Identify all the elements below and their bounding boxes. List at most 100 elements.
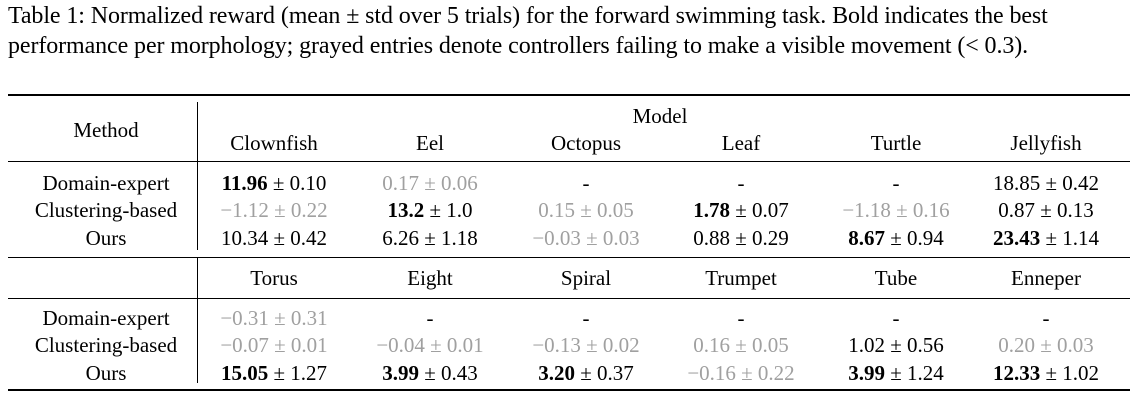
method-column-divider [197, 258, 198, 383]
table-cell-value: 13.2 ± 1.0 [387, 197, 472, 223]
table-cell-empty: - [892, 171, 900, 195]
cell-mean: 3.99 [848, 361, 885, 385]
cell-std: ± 1.02 [1040, 361, 1100, 385]
cell-std: ± 0.43 [418, 361, 478, 385]
table-caption: Table 1: Normalized reward (mean ± std o… [8, 3, 1048, 59]
method-label: Domain-expert [42, 171, 170, 195]
cell-std: ± 0.01 [268, 333, 328, 357]
table-cell-value: 6.26 ± 1.18 [382, 225, 478, 251]
cell-mean: 0.88 [693, 226, 730, 250]
cell-std: ± 1.14 [1040, 226, 1100, 250]
table-cell-value: 3.99 ± 0.43 [382, 360, 478, 386]
table-cell-value: −1.12 ± 0.22 [220, 197, 327, 223]
column-header-trumpet: Trumpet [705, 266, 777, 290]
cell-std: ± 0.06 [418, 171, 478, 195]
cell-std: ± 1.27 [268, 361, 328, 385]
cell-std: ± 0.42 [268, 226, 328, 250]
cell-std: ± 1.0 [424, 198, 473, 222]
cell-mean: −0.04 [376, 333, 425, 357]
cell-mean: 11.96 [221, 171, 268, 195]
method-label: Clustering-based [34, 198, 178, 222]
method-label: Clustering-based [34, 333, 178, 357]
cell-std: ± 0.10 [267, 171, 327, 195]
table-cell-value: 18.85 ± 0.42 [993, 170, 1099, 196]
table-cell-empty: - [582, 171, 590, 195]
table-cell-value: −0.04 ± 0.01 [376, 332, 483, 358]
cell-std: ± 0.94 [884, 226, 944, 250]
table-cell-value: 0.15 ± 0.05 [538, 197, 634, 223]
table-cell-value: 10.34 ± 0.42 [221, 225, 327, 251]
cell-std: ± 0.56 [884, 333, 944, 357]
cell-mean: −1.12 [220, 198, 269, 222]
cell-mean: −1.18 [842, 198, 891, 222]
column-header-leaf: Leaf [721, 131, 761, 155]
cell-std: ± 0.05 [574, 198, 634, 222]
column-header-enneper: Enneper [1011, 266, 1081, 290]
table-cell-empty: - [1042, 306, 1050, 330]
table-cell-value: 0.16 ± 0.05 [693, 332, 789, 358]
table-cell-value: 12.33 ± 1.02 [993, 360, 1099, 386]
table-cell-empty: - [892, 306, 900, 330]
model-header: Model [632, 104, 688, 128]
table-cell-value: 1.02 ± 0.56 [848, 332, 944, 358]
column-header-octopus: Octopus [551, 131, 621, 155]
table-rule [8, 161, 1130, 162]
cell-std: ± 0.37 [574, 361, 634, 385]
table-cell-value: 8.67 ± 0.94 [848, 225, 944, 251]
method-column-divider [197, 102, 198, 162]
table-rule [8, 257, 1130, 258]
method-label: Domain-expert [42, 306, 170, 330]
column-header-turtle: Turtle [870, 131, 922, 155]
method-label: Ours [85, 361, 127, 385]
table-cell-empty: - [426, 306, 434, 330]
cell-std: ± 0.03 [580, 226, 640, 250]
cell-mean: −0.13 [532, 333, 581, 357]
cell-mean: 1.78 [693, 198, 730, 222]
cell-mean: 0.87 [998, 198, 1035, 222]
cell-mean: 6.26 [382, 226, 419, 250]
column-header-eight: Eight [407, 266, 453, 290]
table-cell-value: 0.88 ± 0.29 [693, 225, 789, 251]
column-header-spiral: Spiral [560, 266, 612, 290]
table-cell-value: −0.31 ± 0.31 [220, 305, 327, 331]
table-rule [8, 298, 1130, 299]
table-rule [8, 94, 1130, 96]
cell-mean: −0.16 [687, 361, 736, 385]
cell-std: ± 0.07 [729, 198, 789, 222]
cell-std: ± 0.22 [268, 198, 328, 222]
table-cell-value: −0.07 ± 0.01 [220, 332, 327, 358]
table-cell-value: −0.13 ± 0.02 [532, 332, 639, 358]
cell-mean: 0.17 [382, 171, 419, 195]
cell-std: ± 0.42 [1040, 171, 1100, 195]
cell-mean: 1.02 [848, 333, 885, 357]
cell-std: ± 0.02 [580, 333, 640, 357]
cell-mean: −0.31 [220, 306, 269, 330]
cell-std: ± 0.01 [424, 333, 484, 357]
column-header-clownfish: Clownfish [230, 131, 318, 155]
method-column-divider [197, 162, 198, 250]
table-cell-value: 0.20 ± 0.03 [998, 332, 1094, 358]
table-cell-empty: - [737, 171, 745, 195]
cell-std: ± 1.18 [418, 226, 478, 250]
cell-mean: 3.99 [382, 361, 419, 385]
table-cell-value: 15.05 ± 1.27 [221, 360, 327, 386]
table-cell-empty: - [737, 306, 745, 330]
table-cell-value: −0.16 ± 0.22 [687, 360, 794, 386]
table-cell-value: 3.20 ± 0.37 [538, 360, 634, 386]
cell-std: ± 0.05 [729, 333, 789, 357]
cell-std: ± 0.29 [729, 226, 789, 250]
table-rule [8, 389, 1130, 391]
cell-mean: 12.33 [992, 361, 1041, 385]
method-label: Ours [85, 226, 127, 250]
cell-mean: −0.07 [220, 333, 269, 357]
column-header-eel: Eel [416, 131, 444, 155]
column-header-tube: Tube [874, 266, 918, 290]
cell-mean: 3.20 [538, 361, 575, 385]
cell-mean: 8.67 [848, 226, 885, 250]
table-cell-value: 1.78 ± 0.07 [693, 197, 789, 223]
cell-mean: 10.34 [220, 226, 269, 250]
cell-std: ± 0.31 [268, 306, 328, 330]
table-cell-value: −1.18 ± 0.16 [842, 197, 949, 223]
cell-std: ± 0.22 [735, 361, 795, 385]
table-cell-value: 0.17 ± 0.06 [382, 170, 478, 196]
